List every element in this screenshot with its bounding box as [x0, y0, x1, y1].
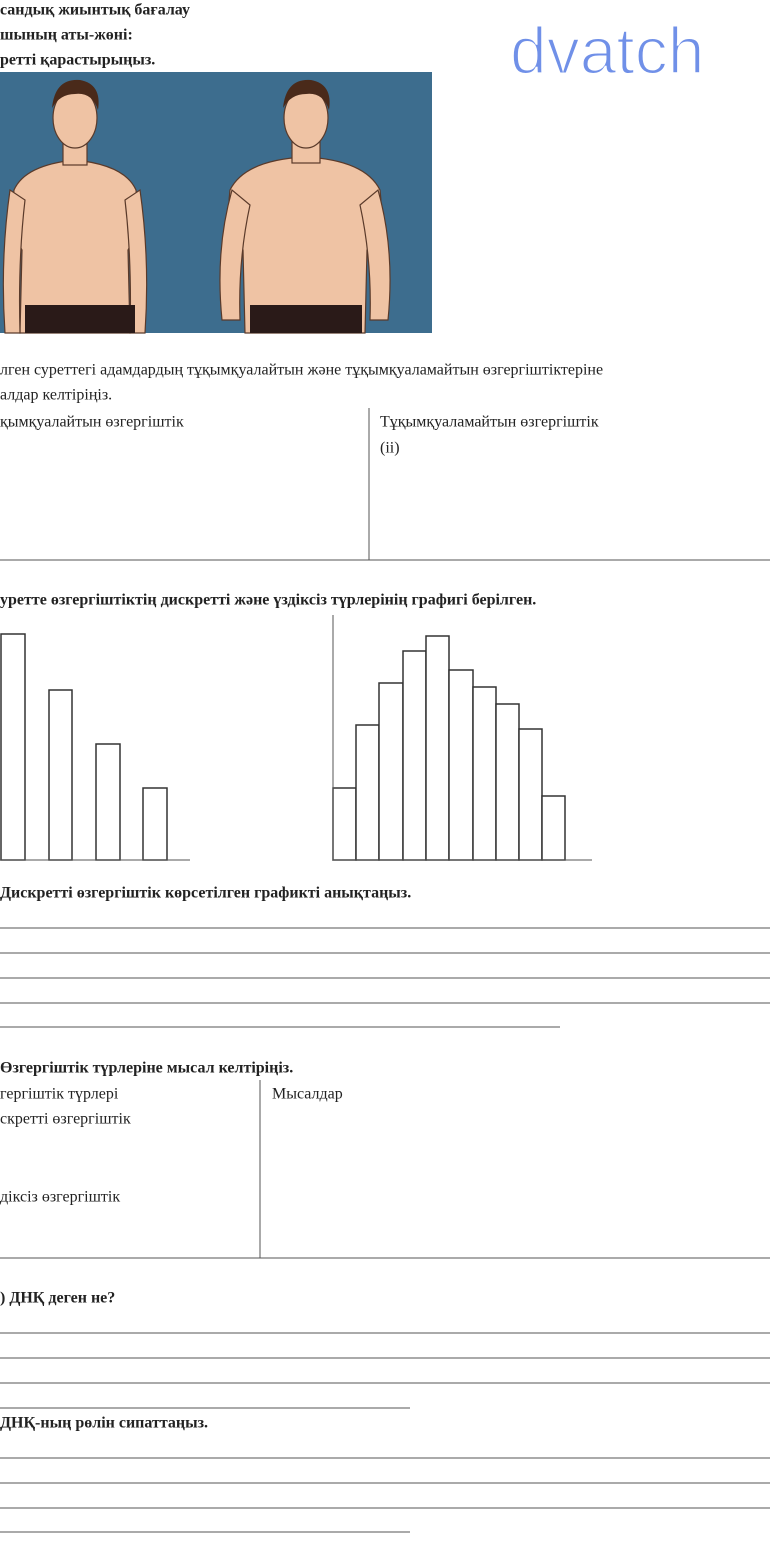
table-header: гергіштік түрлері [0, 1086, 119, 1103]
question: Дискретті өзгергіштік көрсетілген график… [0, 885, 411, 902]
table-cell: діксіз өзгергіштік [0, 1189, 120, 1206]
student-name: шының аты-жөні: [0, 27, 133, 44]
answer-lines [0, 1457, 770, 1533]
table-cell: (ii) [380, 440, 400, 457]
discrete-graph [0, 633, 190, 861]
continuous-graph [332, 615, 592, 861]
question: ) ДНҚ деген не? [0, 1290, 115, 1307]
table-header: қымқуалайтын өзгергіштік [0, 414, 184, 431]
title: сандық жиынтық бағалау [0, 2, 190, 19]
question: ДНҚ-ның рөлін сипаттаңыз. [0, 1415, 208, 1432]
table-cell: скретті өзгергіштік [0, 1111, 131, 1128]
instruction: ретті қарастырыңыз. [0, 52, 155, 69]
task-text: лген суреттегі адамдардың тұқымқуалайтын… [0, 362, 603, 379]
task-text: алдар келтіріңіз. [0, 387, 112, 404]
watermark: dvatch [510, 13, 704, 87]
table-header: Мысалдар [272, 1086, 343, 1103]
answer-lines [0, 1332, 770, 1409]
question: Өзгергіштік түрлеріне мысал келтіріңіз. [0, 1060, 293, 1077]
task-heading: уретте өзгергіштіктің дискретті және үзд… [0, 592, 536, 609]
answer-lines [0, 927, 770, 1028]
illustration [0, 72, 432, 334]
table-header: Тұқымқуаламайтын өзгергіштік [380, 414, 599, 431]
